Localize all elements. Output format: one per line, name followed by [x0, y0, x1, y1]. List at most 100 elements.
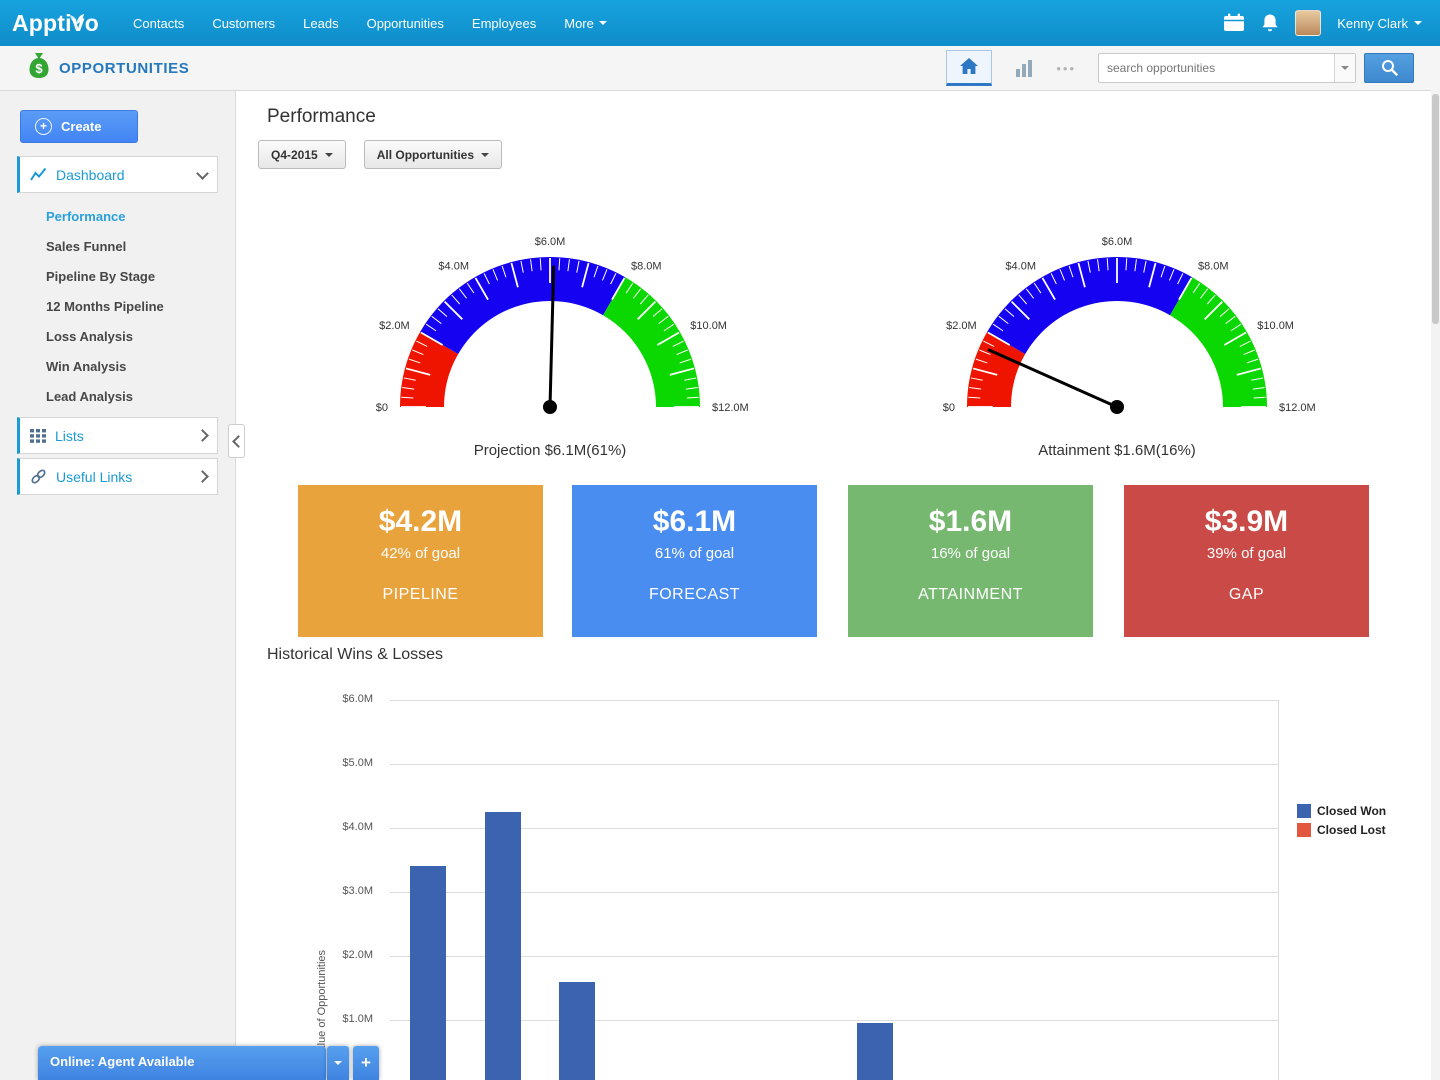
sidebar-item-performance[interactable]: Performance [46, 209, 126, 224]
gauge-tick-label: $10.0M [690, 320, 727, 332]
gauge-tick-label: $2.0M [379, 320, 410, 332]
legend-swatch [1297, 823, 1311, 837]
sidebar-item-12-months-pipeline[interactable]: 12 Months Pipeline [46, 299, 164, 314]
gauge-tick-label: $4.0M [438, 261, 469, 273]
link-icon [30, 468, 47, 485]
bar-chart-icon[interactable] [1014, 59, 1034, 77]
gauge-tick-label: $8.0M [1198, 261, 1229, 273]
home-button[interactable] [946, 50, 993, 86]
app-title: OPPORTUNITIES [59, 59, 190, 77]
user-menu[interactable]: Kenny Clark [1337, 16, 1422, 31]
chat-status-bar[interactable]: Online: Agent Available [38, 1046, 326, 1080]
chart-legend: Closed Won Closed Lost [1297, 804, 1386, 842]
search-button[interactable] [1364, 53, 1414, 83]
gauge-tick-label: $12.0M [712, 402, 749, 414]
gauge-tick-label: $0 [943, 402, 955, 414]
grid-line [390, 892, 1278, 893]
kpi-pipeline: $4.2M 42% of goal PIPELINE [298, 485, 543, 637]
nav-employees[interactable]: Employees [471, 15, 537, 31]
chevron-down-icon [1341, 66, 1349, 70]
grid-line [390, 956, 1278, 957]
grid-line [390, 764, 1278, 765]
filter-bar: Q4-2015 All Opportunities [258, 140, 503, 169]
bar-closed-won[interactable] [410, 866, 446, 1080]
avatar[interactable] [1295, 10, 1322, 36]
search-box [1098, 53, 1356, 83]
legend-item[interactable]: Closed Won [1297, 804, 1386, 818]
sidebar-item-dashboard[interactable]: Dashboard [17, 156, 218, 193]
sidebar-collapse-handle[interactable] [228, 424, 245, 458]
plus-icon: + [35, 118, 52, 135]
sidebar-item-lists[interactable]: Lists [17, 417, 218, 454]
nav-more-label: More [564, 15, 594, 31]
bar-closed-won[interactable] [484, 812, 521, 1080]
sidebar-item-lead-analysis[interactable]: Lead Analysis [46, 389, 133, 404]
create-button[interactable]: + Create [20, 110, 138, 143]
scope-filter[interactable]: All Opportunities [363, 140, 503, 169]
calendar-icon[interactable] [1223, 13, 1245, 33]
kpi-percent: 16% of goal [930, 545, 1011, 562]
kpi-label: PIPELINE [382, 586, 459, 603]
legend-label: Closed Won [1317, 804, 1387, 818]
projection-gauge-caption: Projection $6.1M(61%) [473, 442, 627, 459]
search-icon [1380, 58, 1398, 79]
create-button-label: Create [61, 119, 102, 134]
period-filter[interactable]: Q4-2015 [258, 140, 346, 169]
sidebar-item-win-analysis[interactable]: Win Analysis [46, 359, 127, 374]
legend-item[interactable]: Closed Lost [1297, 823, 1386, 837]
search-dropdown-toggle[interactable] [1334, 54, 1355, 82]
gauge-pivot [543, 400, 557, 414]
legend-label: Closed Lost [1317, 823, 1386, 837]
main-nav: Contacts Customers Leads Opportunities E… [133, 16, 607, 31]
gauge-pivot [1110, 400, 1124, 414]
kpi-value: $1.6M [928, 505, 1013, 538]
sidebar-item-pipeline-by-stage[interactable]: Pipeline By Stage [46, 269, 156, 284]
bar-closed-won[interactable] [559, 981, 595, 1080]
kpi-percent: 61% of goal [654, 545, 735, 562]
attainment-gauge-caption: Attainment $1.6M(16%) [1038, 442, 1196, 459]
apptivo-logo-text: Apptivo [12, 9, 99, 36]
main-content: Performance Q4-2015 All Opportunities $0… [235, 90, 1440, 1080]
search-input[interactable] [1099, 61, 1334, 75]
nav-opportunities[interactable]: Opportunities [366, 15, 444, 31]
sidebar-item-sales-funnel[interactable]: Sales Funnel [46, 239, 127, 254]
sidebar-item-loss-analysis[interactable]: Loss Analysis [46, 329, 133, 344]
scrollbar-thumb[interactable] [1432, 94, 1439, 324]
kpi-value: $3.9M [1204, 505, 1289, 538]
kpi-percent: 39% of goal [1206, 545, 1287, 562]
gauge-tick-label: $0 [376, 402, 388, 414]
notifications-icon[interactable] [1261, 13, 1279, 33]
sidebar-item-useful-links[interactable]: Useful Links [17, 458, 218, 495]
gauge-tick-label: $6.0M [535, 236, 566, 248]
nav-contacts[interactable]: Contacts [133, 15, 185, 31]
app-header-tools: ••• [946, 50, 1414, 86]
nav-leads[interactable]: Leads [303, 15, 339, 31]
gauge-tick-label: $2.0M [946, 320, 977, 332]
dashboard-label: Dashboard [56, 166, 125, 183]
overflow-menu[interactable]: ••• [1056, 60, 1076, 76]
navbar-right: Kenny Clark [1223, 10, 1422, 36]
nav-more[interactable]: More [564, 16, 607, 31]
sidebar: + Create Dashboard Performance Sales Fun… [0, 90, 236, 1080]
nav-customers[interactable]: Customers [212, 15, 276, 31]
historical-chart: $6.0M $5.0M $4.0M $3.0M $2.0M $1.0M Value of O… [250, 678, 1440, 1080]
projection-gauge: $0 $2.0M $4.0M $6.0M $8.0M $10.0M $12.0M [360, 222, 790, 427]
apptivo-logo[interactable]: Apptivo [12, 10, 99, 37]
y-tick-label: $4.0M [342, 821, 373, 833]
vertical-scrollbar[interactable] [1431, 90, 1440, 1080]
y-tick-label: $5.0M [342, 757, 373, 769]
money-bag-icon: $ [28, 52, 50, 84]
period-filter-label: Q4-2015 [271, 147, 318, 162]
plot-border [1278, 700, 1279, 1080]
y-tick-label: $2.0M [342, 949, 373, 961]
chat-add-button[interactable]: + [353, 1046, 379, 1080]
kpi-value: $6.1M [652, 505, 737, 538]
chat-collapse-button[interactable] [327, 1046, 349, 1080]
bar-closed-won[interactable] [857, 1023, 893, 1080]
chevron-left-icon [231, 434, 245, 448]
kpi-label: FORECAST [648, 586, 741, 603]
y-tick-label: $6.0M [342, 693, 373, 705]
app-header: $ OPPORTUNITIES ••• [0, 46, 1440, 91]
grid-line [390, 1020, 1278, 1021]
gauge-segment [603, 277, 700, 407]
